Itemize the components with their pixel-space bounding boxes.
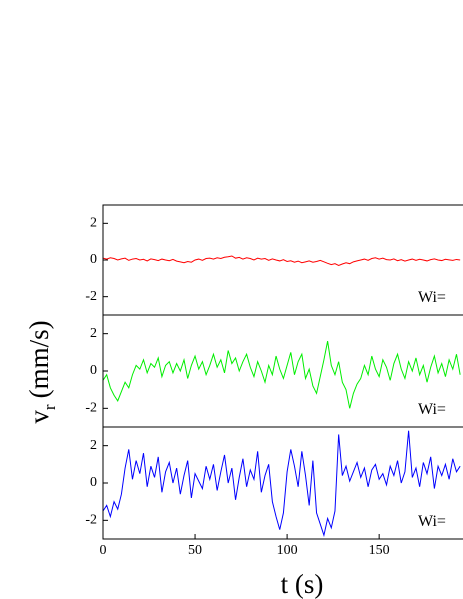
data-line	[102, 341, 461, 409]
y-tick-label: 2	[90, 326, 97, 341]
x-tick-label: 150	[369, 543, 390, 558]
y-tick-label: 0	[90, 475, 97, 490]
y-axis-label: vr (mm/s)	[24, 320, 59, 423]
y-axis-label-unit: (mm/s)	[24, 320, 54, 398]
x-axis-label: t (s)	[281, 569, 324, 599]
y-axis-label-sub: r	[40, 404, 59, 410]
y-tick-label: -2	[85, 401, 97, 416]
annotation: Wi=	[418, 513, 446, 530]
panel-frame	[102, 314, 463, 428]
annotation: Wi=	[418, 289, 446, 306]
panel-frame	[102, 426, 463, 540]
data-line	[102, 430, 461, 538]
y-tick-label: -2	[85, 289, 97, 304]
y-tick-label: 0	[90, 363, 97, 378]
x-tick-label: 50	[188, 543, 202, 558]
y-tick-label: 2	[90, 438, 97, 453]
y-tick-label: -2	[85, 513, 97, 528]
y-tick-label: 0	[90, 252, 97, 267]
data-line	[102, 255, 461, 267]
y-axis-label-main: v	[24, 410, 54, 424]
x-tick-label: 0	[100, 543, 107, 558]
annotation: Wi=	[418, 401, 446, 418]
y-tick-label: 2	[90, 216, 97, 231]
x-tick-label: 100	[277, 543, 298, 558]
